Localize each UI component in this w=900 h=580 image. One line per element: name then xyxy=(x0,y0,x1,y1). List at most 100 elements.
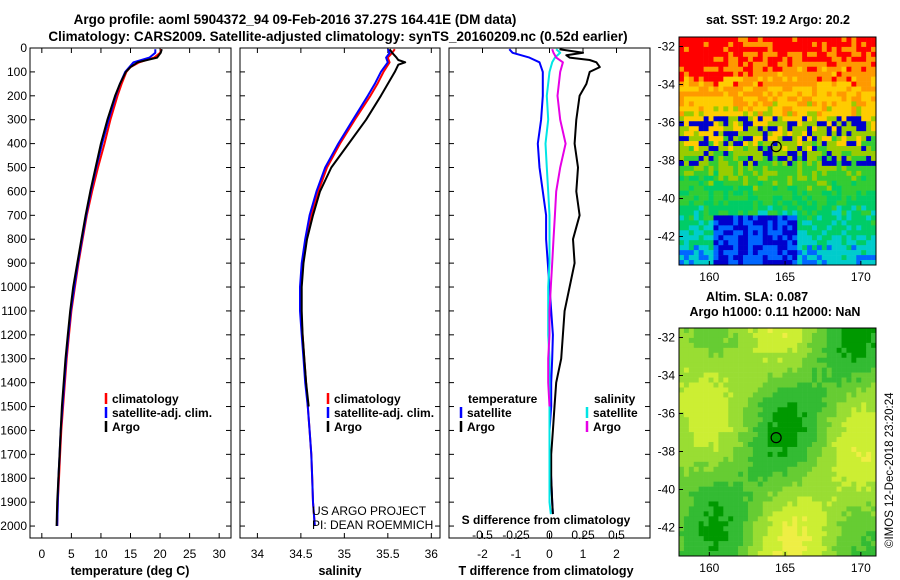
map-cell xyxy=(777,170,783,177)
map-cell xyxy=(782,111,788,117)
map-cell xyxy=(856,516,862,522)
map-cell xyxy=(757,392,764,398)
map-cell xyxy=(836,195,842,201)
map-cell xyxy=(826,442,832,448)
map-cell xyxy=(693,357,699,363)
map-cell xyxy=(787,476,793,482)
map-cell xyxy=(683,466,690,473)
map-cell xyxy=(718,521,724,527)
map-cell xyxy=(841,155,847,162)
map-cell xyxy=(841,456,847,463)
map-cell xyxy=(802,387,808,393)
map-cell xyxy=(777,190,783,196)
map-cell xyxy=(708,185,714,191)
map-cell xyxy=(811,51,818,58)
map-cell xyxy=(733,255,739,261)
map-cell xyxy=(866,151,872,157)
map-cell xyxy=(782,245,788,251)
map-cell xyxy=(811,442,818,448)
map-cell xyxy=(757,126,764,132)
map-cell xyxy=(816,476,823,482)
map-cell xyxy=(787,481,793,487)
map-cell xyxy=(772,516,778,522)
map-cell xyxy=(772,402,778,408)
map-cell xyxy=(757,412,764,418)
map-cell xyxy=(693,170,699,177)
map-cell xyxy=(871,245,877,251)
map-cell xyxy=(866,521,872,527)
map-cell xyxy=(733,180,739,186)
map-cell xyxy=(807,526,813,532)
map-cell xyxy=(718,141,724,147)
map-cell xyxy=(811,76,818,82)
map-cell xyxy=(811,126,818,132)
map-cell xyxy=(866,136,872,142)
map-cell xyxy=(831,121,837,127)
map-cell xyxy=(713,481,719,487)
map-cell xyxy=(866,372,872,378)
map-cell xyxy=(713,200,719,206)
map-cell xyxy=(688,516,695,522)
map-cell xyxy=(772,367,778,373)
map-cell xyxy=(816,362,823,368)
map-cell xyxy=(831,362,837,368)
map-cell xyxy=(821,51,828,58)
map-cell xyxy=(683,111,690,117)
map-cell xyxy=(757,220,764,226)
map-cell xyxy=(782,81,788,87)
map-cell xyxy=(861,451,867,458)
map-cell xyxy=(856,506,862,512)
map-cell xyxy=(767,131,773,137)
map-cell xyxy=(871,101,877,107)
map-cell xyxy=(767,437,773,443)
map-cell xyxy=(826,126,832,132)
map-cell xyxy=(802,220,808,226)
sla-map-title-1: Altim. SLA: 0.087 xyxy=(706,290,808,304)
map-cell xyxy=(757,51,764,58)
map-cell xyxy=(782,230,788,236)
map-cell xyxy=(807,146,813,152)
map-cell xyxy=(851,342,857,349)
map-cell xyxy=(743,501,749,507)
map-cell xyxy=(767,367,773,373)
map-cell xyxy=(728,496,734,502)
map-cell xyxy=(797,442,803,448)
map-cell xyxy=(757,91,764,97)
map-cell xyxy=(708,461,714,468)
map-cell xyxy=(802,451,808,458)
map-cell xyxy=(782,437,788,443)
map-cell xyxy=(733,541,739,547)
map-cell xyxy=(718,255,724,261)
map-cell xyxy=(807,136,813,142)
legend-label-climatology: climatology xyxy=(334,392,401,406)
map-cell xyxy=(802,151,808,157)
map-cell xyxy=(836,205,842,211)
map-cell xyxy=(733,456,739,463)
map-cell xyxy=(718,407,724,413)
map-cell xyxy=(802,486,808,492)
map-cell xyxy=(851,160,857,167)
map-cell xyxy=(797,175,803,182)
map-cell xyxy=(733,516,739,522)
map-cell xyxy=(723,185,729,191)
map-cell xyxy=(811,200,818,206)
map-cell xyxy=(787,526,793,532)
map-cell xyxy=(733,111,739,117)
map-cell xyxy=(743,165,749,172)
map-cell xyxy=(856,328,862,334)
map-cell xyxy=(861,516,867,522)
map-cell xyxy=(733,235,739,241)
map-cell xyxy=(703,37,709,43)
legend-label-satellite: satellite-adj. clim. xyxy=(112,406,212,420)
map-cell xyxy=(777,541,783,547)
map-cell xyxy=(688,230,695,236)
map-cell xyxy=(743,451,749,458)
map-cell xyxy=(708,61,714,68)
map-cell xyxy=(698,111,704,117)
map-cell xyxy=(866,260,872,266)
map-cell xyxy=(807,536,813,542)
map-cell xyxy=(718,165,724,172)
map-cell xyxy=(703,220,709,226)
map-cell xyxy=(728,526,734,532)
map-cell xyxy=(767,151,773,157)
